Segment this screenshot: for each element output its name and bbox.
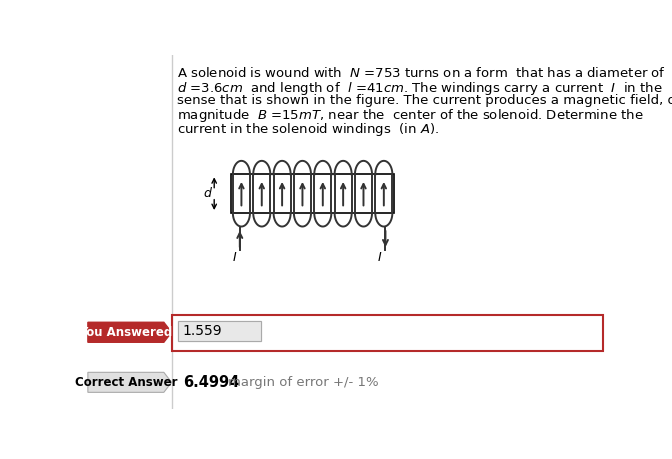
Bar [178, 321, 261, 341]
Polygon shape [88, 372, 171, 392]
Text: Correct Answer: Correct Answer [75, 376, 177, 389]
Text: sense that is shown in the figure. The current produces a magnetic field, of: sense that is shown in the figure. The c… [177, 94, 672, 106]
Text: current in the solenoid windings  (in $\it{A}$).: current in the solenoid windings (in $\i… [177, 121, 439, 138]
Text: 6.4994: 6.4994 [183, 375, 239, 390]
Text: 1.559: 1.559 [182, 324, 222, 338]
Text: margin of error +/- 1%: margin of error +/- 1% [228, 376, 379, 389]
Text: magnitude  $\it{B}$ =15$\it{mT}$, near the  center of the solenoid. Determine th: magnitude $\it{B}$ =15$\it{mT}$, near th… [177, 107, 644, 124]
Text: $\it{d}$ =3.6$\it{cm}$  and length of  $\it{l}$ =41$\it{cm}$. The windings carry: $\it{d}$ =3.6$\it{cm}$ and length of $\i… [177, 80, 663, 97]
Bar [178, 321, 261, 341]
Text: I: I [232, 252, 236, 264]
Text: A solenoid is wound with  $\it{N}$ =753 turns on a form  that has a diameter of: A solenoid is wound with $\it{N}$ =753 t… [177, 66, 666, 80]
Text: d: d [203, 187, 211, 200]
Bar [231, 174, 394, 213]
Bar [171, 315, 603, 351]
Text: I: I [378, 252, 382, 264]
Polygon shape [88, 322, 171, 342]
Text: You Answered: You Answered [79, 326, 173, 339]
